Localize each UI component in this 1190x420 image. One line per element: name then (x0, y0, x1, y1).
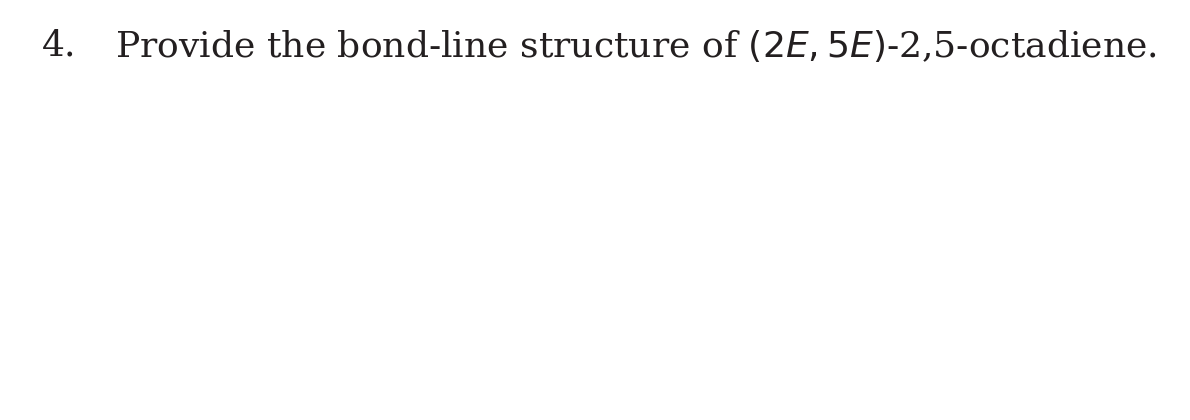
Text: 4.: 4. (42, 28, 76, 62)
Text: Provide the bond-line structure of $(2\mathit{E},5\mathit{E})$-2,5-octadiene.: Provide the bond-line structure of $(2\m… (114, 28, 1157, 64)
